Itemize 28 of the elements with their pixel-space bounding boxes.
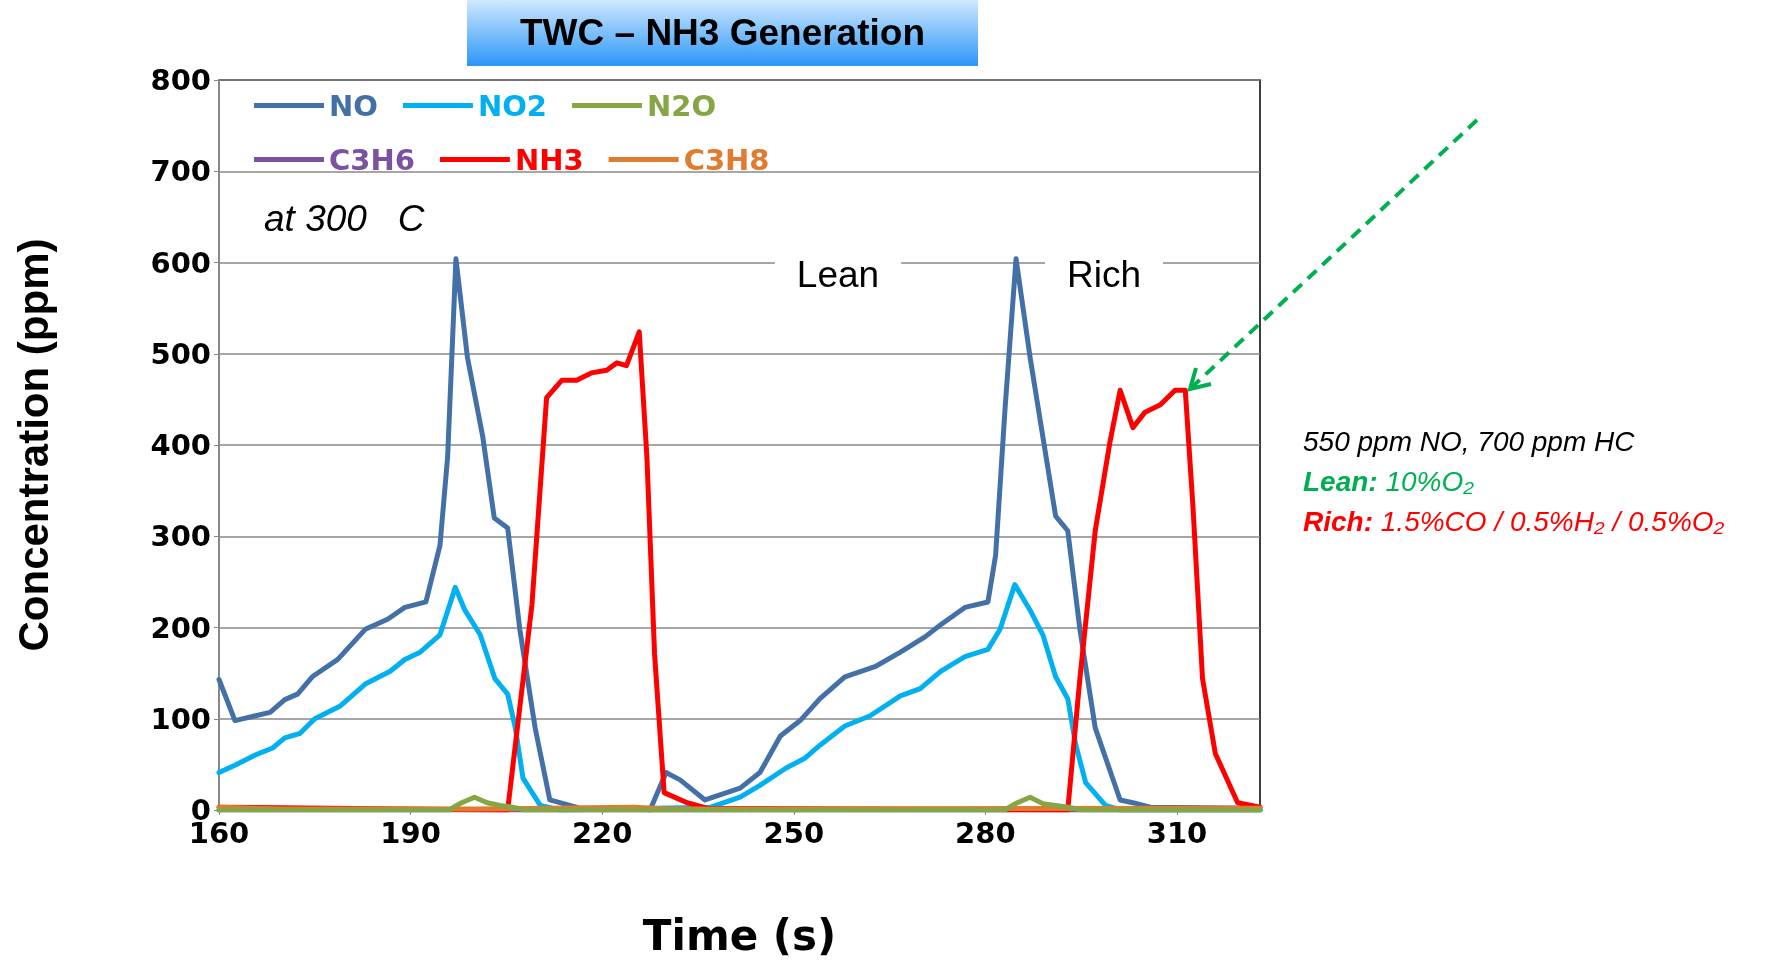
x-tick-label: 220 <box>571 815 633 850</box>
x-tick-label: 190 <box>380 815 441 850</box>
y-tick-label: 600 <box>150 245 211 280</box>
y-tick-label: 500 <box>150 336 211 371</box>
legend-label: C3H8 <box>683 142 770 177</box>
annotation: Rich <box>1066 253 1142 295</box>
x-tick-label: 280 <box>955 815 1016 850</box>
text: Lean: 10%O₂ <box>1303 466 1474 497</box>
y-tick-label: 400 <box>150 428 211 462</box>
x-tick-label: 310 <box>1146 815 1208 850</box>
y-tick-label: 100 <box>150 701 211 736</box>
legend-label: N2O <box>647 88 717 123</box>
legend-label: NH3 <box>514 142 584 177</box>
legend-label: NO2 <box>477 88 548 123</box>
y-axis-title: Concentration (ppm) <box>9 238 57 652</box>
annotation: at 300 C <box>264 198 425 239</box>
legend-label: C3H6 <box>329 142 415 177</box>
y-tick-label: 300 <box>150 519 211 554</box>
x-axis-title: Time (s) <box>642 910 837 960</box>
y-tick-label: 800 <box>150 63 211 97</box>
text: Rich: 1.5%CO / 0.5%H₂ / 0.5%O₂ <box>1303 506 1725 537</box>
text: 550 ppm NO, 700 ppm HC <box>1303 426 1635 457</box>
legend-label: NO <box>329 88 378 123</box>
chart-title: TWC – NH3 Generation <box>467 0 978 66</box>
annotation: Lean <box>796 253 880 295</box>
y-tick-label: 700 <box>150 154 211 189</box>
x-tick-label: 250 <box>763 815 825 850</box>
y-tick-label: 200 <box>150 610 211 645</box>
